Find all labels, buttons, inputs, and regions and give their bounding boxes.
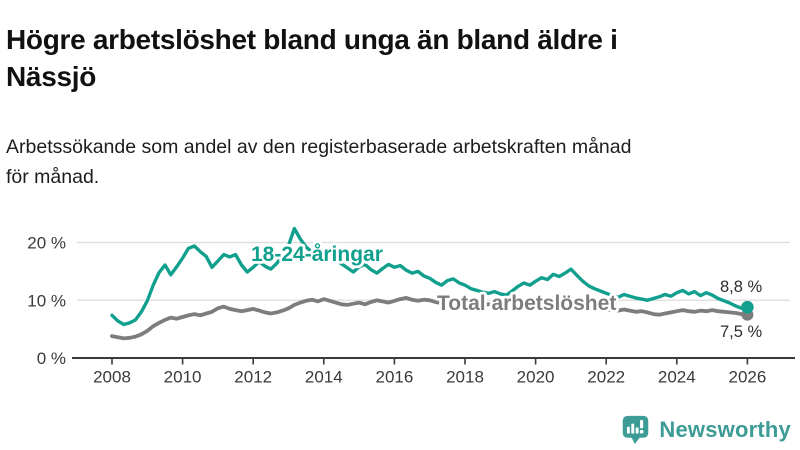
x-tick-label-2018: 2018: [446, 368, 484, 387]
series-label-youth: 18-24-åringar: [251, 243, 383, 266]
y-tick-label-0: 0 %: [37, 349, 66, 368]
newsworthy-branding: Newsworthy: [620, 413, 791, 446]
x-axis: 2008 2010 2012 2014 2016 2018 2020 2022 2024 2026: [72, 357, 795, 387]
series-labels: 18-24-åringar Total arbetslöshet: [248, 240, 619, 318]
x-tick-label-2022: 2022: [587, 368, 625, 387]
y-axis-labels: 0 % 10 % 20 %: [27, 234, 66, 369]
newsworthy-wordmark: Newsworthy: [659, 416, 791, 442]
page-subtitle: Arbetssökande som andel av den registerb…: [6, 132, 786, 192]
series-lines: [110, 226, 750, 341]
page-subtitle-line1: Arbetssökande som andel av den registerb…: [6, 135, 632, 158]
series-label-total: Total arbetslöshet: [437, 292, 616, 315]
x-tick-label-2016: 2016: [375, 368, 413, 387]
page-title: Högre arbetslöshet bland unga än bland ä…: [6, 22, 786, 96]
x-tick-label-2014: 2014: [305, 368, 343, 387]
end-value-label-total: 7,5 %: [720, 323, 763, 341]
page-title-line2: Nässjö: [6, 60, 97, 92]
x-tick-label-2012: 2012: [234, 368, 272, 387]
end-value-labels: 8,8 % 7,5 %: [720, 278, 763, 341]
x-tick-label-2008: 2008: [93, 368, 131, 387]
y-tick-label-20: 20 %: [27, 234, 66, 253]
end-value-label-youth: 8,8 %: [720, 278, 763, 296]
page-subtitle-line2: för månad.: [6, 165, 100, 188]
end-dot-youth: [741, 300, 754, 314]
x-tick-label-2026: 2026: [728, 368, 766, 387]
page-title-line1: Högre arbetslöshet bland unga än bland ä…: [6, 23, 618, 55]
series-line-total: [110, 295, 750, 341]
x-tick-label-2024: 2024: [658, 368, 696, 387]
series-line-youth: [110, 226, 750, 327]
x-tick-label-2020: 2020: [517, 368, 555, 387]
x-tick-label-2010: 2010: [164, 368, 202, 387]
newsworthy-bar-chart-speech-bubble-icon: [623, 415, 649, 445]
y-tick-label-10: 10 %: [27, 291, 66, 310]
end-dots: [741, 300, 754, 321]
